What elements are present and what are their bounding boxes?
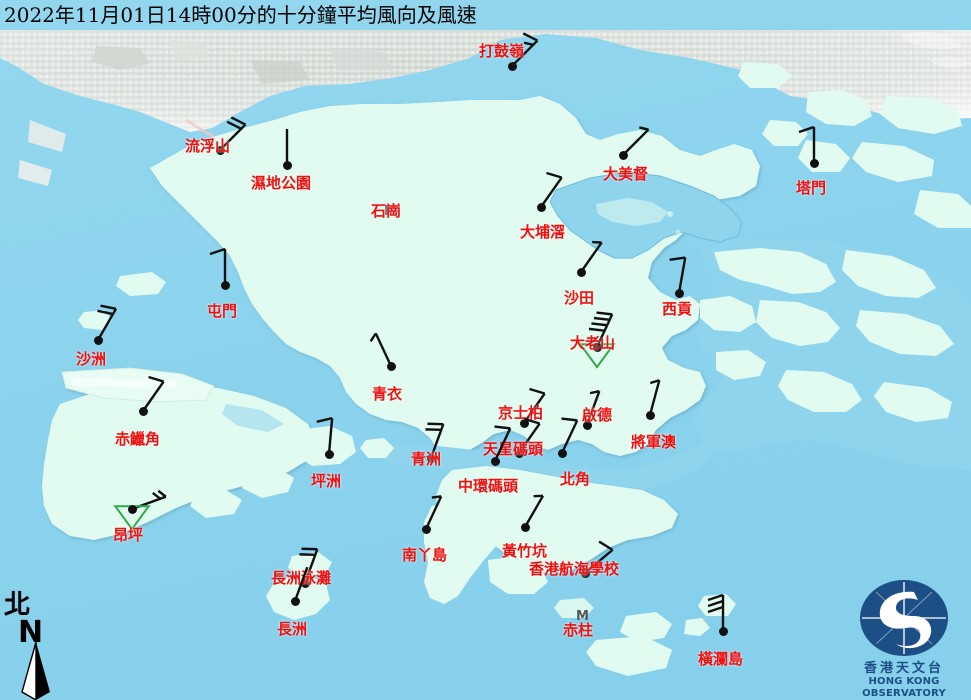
station-name-label: 流浮山 (185, 137, 231, 155)
hko-logo: 香港天文台 HONG KONG OBSERVATORY (842, 578, 966, 699)
missing-data-marker: M (384, 204, 397, 219)
station-name-label: 黃竹坑 (502, 542, 548, 560)
station-name-label: 長洲泳灘 (271, 569, 332, 587)
hko-emblem-icon (860, 580, 948, 656)
station-name-label: 西貢 (662, 300, 693, 318)
station-name-label: 濕地公園 (251, 174, 312, 192)
station-name-label: 赤柱 (563, 621, 594, 639)
victoria-harbour (380, 442, 712, 492)
compass-label-en: N (18, 615, 44, 650)
missing-data-marker: M (576, 609, 589, 624)
station-name-label: 昂坪 (113, 526, 144, 544)
station-dot (674, 288, 684, 298)
station-name-label: 屯門 (207, 302, 238, 320)
station-dot (645, 410, 655, 420)
compass-needle-icon (21, 642, 50, 700)
station-dot (514, 448, 524, 458)
station-dot (127, 504, 137, 514)
station-dot (490, 456, 500, 466)
hong-kong-island (436, 466, 678, 574)
station-dot (282, 160, 292, 170)
station-name-label: 香港航海學校 (529, 560, 620, 578)
station-name-label: 石崗 (371, 202, 402, 220)
station-name-label: 沙田 (564, 289, 595, 307)
lantau-island (42, 367, 316, 540)
station-dot (580, 568, 590, 578)
station-dot (582, 420, 592, 430)
station-name-label: 啟德 (582, 406, 613, 424)
station-name-label: 將軍澳 (631, 433, 677, 451)
station-name-label: 橫瀾島 (698, 650, 744, 668)
title-bar: 2022年11月01日14時00分的十分鐘平均風向及風速 (0, 0, 971, 30)
station-dot (215, 145, 225, 155)
station-dot (576, 267, 586, 277)
station-dot (220, 280, 230, 290)
station-dot (592, 342, 602, 352)
station-name-label: 長洲 (277, 620, 308, 638)
station-dot (618, 150, 628, 160)
station-name-label: 青洲 (411, 450, 442, 468)
station-dot (324, 449, 334, 459)
sea-texture (900, 31, 971, 69)
station-dot (520, 522, 530, 532)
station-dot (809, 158, 819, 168)
station-name-label: 塔門 (796, 179, 827, 197)
station-dot (557, 448, 567, 458)
north-compass: 北 N (2, 590, 72, 700)
sai-kung-waters (694, 238, 971, 470)
station-name-label: 南丫島 (402, 546, 448, 564)
station-name-label: 沙洲 (76, 350, 107, 368)
station-dot (507, 61, 517, 71)
station-name-label: 大老山 (570, 334, 616, 352)
lamma-island (424, 502, 548, 604)
station-name-label: 天星碼頭 (483, 440, 544, 458)
station-name-label: 大埔滘 (520, 223, 566, 241)
station-name-label: 青衣 (372, 385, 403, 403)
station-dot (536, 202, 546, 212)
station-name-label: 京士柏 (498, 404, 544, 422)
station-name-label: 打鼓嶺 (479, 42, 525, 60)
tolo-harbour (549, 171, 743, 259)
page-title: 2022年11月01日14時00分的十分鐘平均風向及風速 (4, 3, 477, 27)
station-dot (138, 406, 148, 416)
station-name-label: 赤鱲角 (115, 430, 161, 448)
station-name-label: 大美督 (603, 165, 649, 183)
station-dot (426, 453, 436, 463)
station-dot (290, 596, 300, 606)
station-dot (386, 361, 396, 371)
mainland-landmass (0, 30, 971, 186)
station-dot (421, 524, 431, 534)
logo-text-en: HONG KONG OBSERVATORY (862, 676, 946, 699)
compass-label-cn: 北 (4, 590, 31, 620)
station-dot (718, 626, 728, 636)
logo-text-cn: 香港天文台 (863, 661, 944, 676)
station-dot (93, 335, 103, 345)
station-name-label: 坪洲 (311, 472, 342, 490)
station-name-label: 北角 (560, 470, 591, 488)
station-name-label: 中環碼頭 (458, 477, 519, 495)
